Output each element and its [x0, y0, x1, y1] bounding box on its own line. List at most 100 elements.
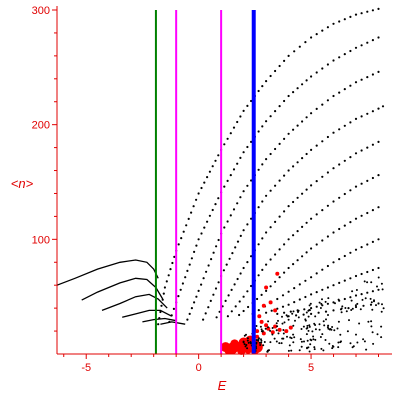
- data-point: [354, 294, 358, 297]
- data-point: [306, 346, 309, 349]
- data-point: [318, 328, 321, 331]
- data-point: [380, 310, 383, 313]
- data-point: [360, 272, 363, 276]
- data-point: [206, 220, 209, 223]
- highlight-point: [277, 327, 282, 332]
- data-point: [326, 99, 329, 102]
- data-point: [305, 79, 308, 82]
- data-point: [310, 36, 313, 39]
- data-point: [265, 194, 268, 197]
- data-point: [226, 220, 229, 223]
- data-point: [246, 145, 249, 149]
- data-point: [269, 152, 272, 156]
- data-point: [354, 305, 358, 309]
- data-point: [214, 159, 217, 162]
- series-8: [265, 266, 380, 314]
- data-point: [269, 115, 272, 118]
- highlight-point: [284, 329, 289, 334]
- data-point: [324, 310, 328, 313]
- data-point: [210, 258, 213, 261]
- data-point: [310, 148, 313, 151]
- series-6: [238, 206, 380, 317]
- data-point: [246, 261, 249, 264]
- data-point: [346, 330, 349, 333]
- data-point: [343, 18, 346, 21]
- data-point: [206, 176, 209, 179]
- data-point: [304, 279, 307, 282]
- data-point: [296, 259, 299, 262]
- data-point: [360, 293, 363, 296]
- data-point: [177, 243, 180, 246]
- series-18: [255, 271, 293, 339]
- data-point: [217, 238, 220, 242]
- data-point: [223, 143, 226, 146]
- data-point: [275, 322, 278, 325]
- data-point: [306, 339, 309, 342]
- data-point: [355, 333, 357, 336]
- series-11: [56, 259, 159, 286]
- data-point: [273, 337, 276, 340]
- data-point: [255, 341, 258, 344]
- data-point: [257, 309, 260, 312]
- data-point: [239, 234, 242, 237]
- data-point: [311, 330, 314, 333]
- data-point: [293, 287, 296, 290]
- data-point: [283, 59, 286, 63]
- data-point: [324, 300, 327, 303]
- data-point: [265, 231, 268, 234]
- data-point: [222, 269, 225, 272]
- series-curve: [122, 309, 172, 318]
- data-point: [239, 115, 242, 118]
- data-point: [211, 208, 214, 212]
- data-point: [332, 59, 335, 62]
- y-tick-label: 200: [32, 120, 50, 132]
- highlight-point: [270, 330, 275, 335]
- data-point: [293, 50, 296, 53]
- data-point: [246, 104, 249, 107]
- data-point: [352, 345, 355, 348]
- data-point: [264, 327, 267, 330]
- data-point: [278, 276, 281, 279]
- data-point: [232, 168, 236, 171]
- data-point: [310, 112, 313, 115]
- data-point: [292, 341, 295, 344]
- data-point: [315, 71, 318, 74]
- data-point: [327, 324, 330, 327]
- data-point: [349, 296, 352, 299]
- data-point: [226, 179, 229, 182]
- data-point: [190, 307, 193, 310]
- data-point: [310, 217, 313, 220]
- data-point: [202, 318, 205, 321]
- data-point: [354, 185, 358, 188]
- data-point: [232, 208, 236, 211]
- data-point: [214, 203, 217, 206]
- data-point: [354, 46, 358, 49]
- data-point: [337, 346, 340, 349]
- data-point: [362, 338, 365, 341]
- data-point: [349, 277, 352, 280]
- highlight-point: [273, 308, 278, 313]
- data-point: [371, 110, 374, 113]
- data-point: [217, 281, 220, 284]
- data-point: [281, 315, 283, 318]
- data-point: [293, 336, 296, 339]
- data-point: [265, 120, 268, 123]
- data-point: [321, 333, 324, 336]
- data-point: [318, 323, 321, 326]
- data-point: [281, 322, 284, 325]
- data-point: [269, 189, 272, 192]
- data-point: [259, 344, 262, 346]
- data-point: [282, 332, 285, 335]
- data-point: [343, 124, 346, 127]
- data-point: [321, 103, 324, 106]
- highlight-point: [257, 314, 262, 319]
- data-point: [360, 246, 363, 249]
- data-point: [274, 253, 277, 256]
- series-10: [287, 302, 380, 318]
- data-point: [225, 263, 228, 266]
- data-point: [349, 84, 352, 87]
- data-point: [310, 75, 313, 78]
- data-point: [256, 297, 259, 301]
- data-point: [310, 307, 313, 310]
- data-point: [366, 76, 369, 79]
